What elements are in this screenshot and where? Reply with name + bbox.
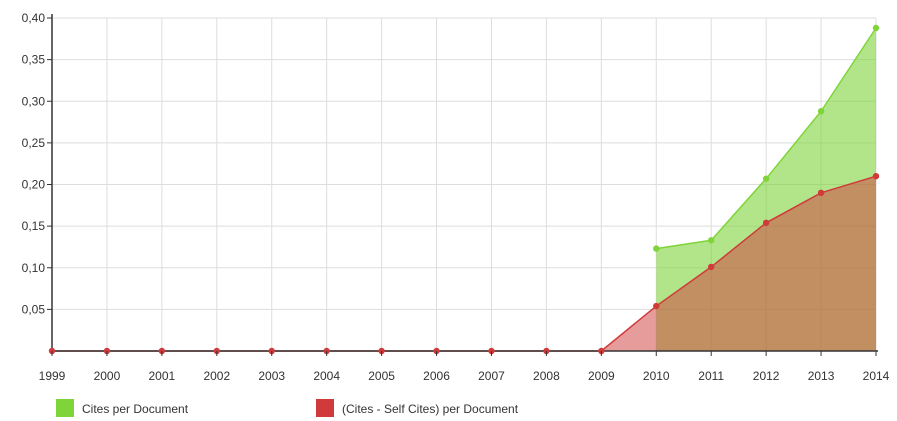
x-tick-label: 1999: [39, 369, 66, 383]
y-tick-label: 0,20: [22, 178, 46, 192]
data-point-0: [872, 24, 880, 32]
x-tick-label: 2005: [368, 369, 395, 383]
x-tick-label: 2013: [808, 369, 835, 383]
x-tick-label: 2007: [478, 369, 505, 383]
x-tick-labels: 1999 2000 2001 2002 2003 2004 2005 2006 2007 2008…: [39, 351, 890, 383]
legend: Cites per Document (Cites - Self Cites) p…: [56, 399, 519, 417]
legend-swatch-0: [56, 399, 74, 417]
x-tick-label: 2001: [149, 369, 176, 383]
legend-label-1: (Cites - Self Cites) per Document: [342, 402, 519, 416]
y-tick-label: 0,40: [22, 11, 46, 25]
data-point-1: [653, 302, 660, 310]
y-tick-label: 0,15: [22, 219, 46, 233]
x-tick-label: 2004: [313, 369, 340, 383]
x-tick-label: 2012: [753, 369, 780, 383]
x-tick-label: 2014: [863, 369, 890, 383]
series-areas: [52, 27, 877, 352]
data-point-1: [872, 172, 880, 180]
x-tick-label: 2003: [258, 369, 285, 383]
data-point-0: [762, 175, 770, 182]
data-point-0: [708, 237, 715, 244]
x-tick-label: 2002: [203, 369, 230, 383]
legend-swatch-1: [316, 399, 334, 417]
y-tick-label: 0,25: [22, 136, 46, 150]
data-point-0: [653, 245, 660, 252]
legend-label-0: Cites per Document: [82, 402, 189, 416]
y-tick-label: 0,30: [22, 94, 46, 108]
data-point-0: [817, 108, 825, 115]
y-tick-label: 0,35: [22, 53, 46, 67]
y-tick-labels: 0,05 0,10 0,15 0,20 0,25 0,30 0,35 0,40: [22, 11, 52, 316]
axes: [51, 14, 878, 352]
series-area-1: [52, 176, 876, 351]
x-tick-label: 2011: [698, 369, 724, 383]
x-tick-label: 2009: [588, 369, 615, 383]
x-tick-label: 2000: [94, 369, 121, 383]
x-tick-label: 2006: [423, 369, 450, 383]
data-point-1: [762, 219, 770, 226]
data-point-1: [817, 189, 825, 197]
y-tick-label: 0,05: [22, 302, 46, 316]
y-tick-label: 0,10: [22, 261, 46, 275]
data-point-1: [708, 263, 715, 271]
x-tick-label: 2010: [643, 369, 670, 383]
x-tick-label: 2008: [533, 369, 560, 383]
